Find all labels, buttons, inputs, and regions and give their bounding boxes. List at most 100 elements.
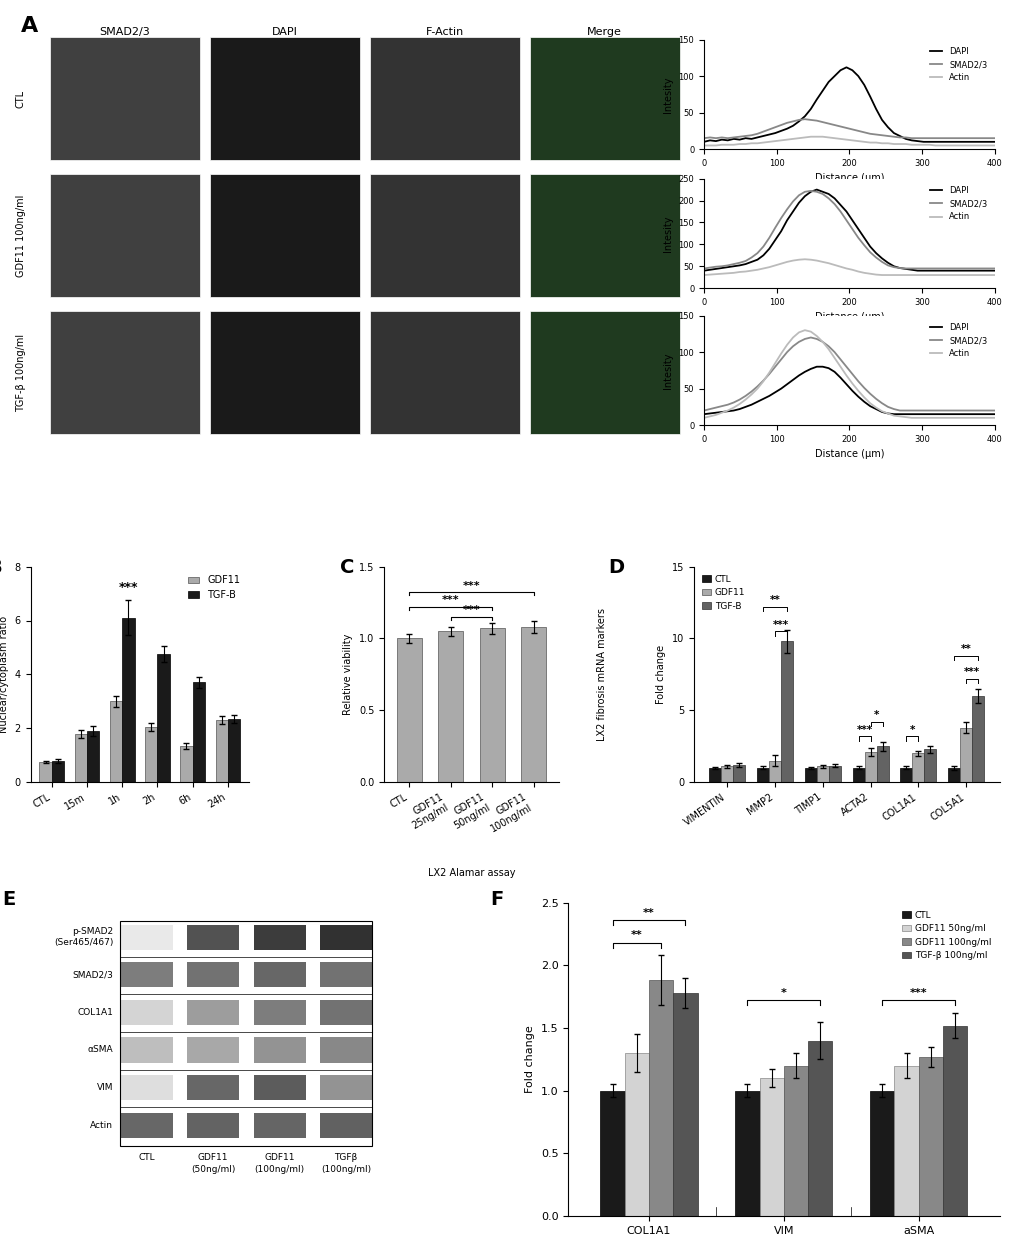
- Text: ***: ***: [463, 606, 480, 616]
- Bar: [120, 1037, 172, 1062]
- Bar: [900, 768, 912, 782]
- Text: Merge: Merge: [587, 27, 622, 37]
- Bar: [320, 1075, 372, 1101]
- Text: **: **: [643, 907, 654, 917]
- Y-axis label: Intesity: Intesity: [662, 215, 673, 252]
- Bar: [869, 1091, 894, 1216]
- Bar: [918, 1057, 942, 1216]
- Bar: [971, 696, 983, 782]
- Text: B: B: [0, 558, 2, 577]
- Bar: [828, 766, 840, 782]
- Bar: [120, 1113, 172, 1138]
- Legend: GDF11, TGF-B: GDF11, TGF-B: [183, 571, 244, 604]
- Legend: DAPI, SMAD2/3, Actin: DAPI, SMAD2/3, Actin: [925, 320, 989, 361]
- Bar: [186, 925, 238, 949]
- Bar: [529, 175, 680, 297]
- Bar: [120, 1075, 172, 1101]
- Bar: [804, 768, 816, 782]
- Text: Actin: Actin: [91, 1121, 113, 1129]
- Text: **: **: [769, 596, 780, 606]
- Text: F: F: [490, 890, 503, 910]
- Bar: [120, 925, 172, 949]
- Bar: [720, 767, 733, 782]
- Bar: [320, 925, 372, 949]
- Bar: [210, 175, 360, 297]
- Bar: [215, 720, 227, 782]
- Bar: [145, 727, 157, 782]
- Legend: CTL, GDF11 50ng/ml, GDF11 100ng/ml, TGF-β 100ng/ml: CTL, GDF11 50ng/ml, GDF11 100ng/ml, TGF-…: [898, 907, 995, 964]
- Bar: [852, 768, 864, 782]
- Bar: [50, 37, 200, 160]
- Bar: [186, 962, 238, 988]
- Bar: [254, 1113, 306, 1138]
- Bar: [120, 962, 172, 988]
- Bar: [912, 753, 923, 782]
- Text: F-Actin: F-Actin: [425, 27, 464, 37]
- Bar: [87, 731, 99, 782]
- Text: C: C: [340, 558, 355, 577]
- Text: **: **: [960, 644, 970, 654]
- Text: COL1A1: COL1A1: [77, 1008, 113, 1016]
- Bar: [600, 1091, 625, 1216]
- Text: A: A: [20, 16, 38, 36]
- Text: GDF11
(100ng/ml): GDF11 (100ng/ml): [255, 1153, 305, 1174]
- Bar: [369, 175, 520, 297]
- Bar: [50, 311, 200, 433]
- Text: p-SMAD2
(Ser465/467): p-SMAD2 (Ser465/467): [54, 927, 113, 947]
- Bar: [369, 37, 520, 160]
- Bar: [396, 638, 421, 782]
- Bar: [254, 1000, 306, 1025]
- Bar: [210, 311, 360, 433]
- Legend: DAPI, SMAD2/3, Actin: DAPI, SMAD2/3, Actin: [925, 43, 989, 86]
- Bar: [923, 750, 935, 782]
- Text: VIM: VIM: [97, 1083, 113, 1092]
- Text: ***: ***: [856, 725, 872, 735]
- Bar: [807, 1040, 832, 1216]
- Bar: [52, 761, 64, 782]
- Bar: [369, 311, 520, 433]
- Bar: [254, 925, 306, 949]
- Text: ***: ***: [118, 581, 138, 593]
- Text: CTL: CTL: [15, 89, 25, 108]
- Text: GDF11
(50ng/ml): GDF11 (50ng/ml): [191, 1153, 235, 1174]
- Bar: [254, 1037, 306, 1062]
- Bar: [110, 701, 122, 782]
- Bar: [894, 1066, 918, 1216]
- Bar: [320, 962, 372, 988]
- Text: ***: ***: [909, 988, 926, 998]
- Text: *: *: [873, 710, 878, 720]
- Bar: [186, 1075, 238, 1101]
- Bar: [186, 1113, 238, 1138]
- Text: TGF-β 100ng/ml: TGF-β 100ng/ml: [15, 334, 25, 412]
- Bar: [959, 727, 971, 782]
- Bar: [210, 37, 360, 160]
- Bar: [50, 175, 200, 297]
- Bar: [529, 37, 680, 160]
- Text: SMAD2/3: SMAD2/3: [72, 970, 113, 979]
- Bar: [735, 1091, 759, 1216]
- Bar: [648, 980, 673, 1216]
- X-axis label: Distance (μm): Distance (μm): [814, 449, 883, 459]
- Bar: [708, 768, 720, 782]
- Legend: DAPI, SMAD2/3, Actin: DAPI, SMAD2/3, Actin: [925, 182, 989, 225]
- Bar: [948, 768, 959, 782]
- Bar: [864, 752, 875, 782]
- Bar: [40, 762, 52, 782]
- Bar: [120, 1000, 172, 1025]
- Bar: [120, 921, 372, 1147]
- Bar: [180, 746, 193, 782]
- X-axis label: Distance (μm): Distance (μm): [814, 174, 883, 184]
- Text: TGFβ
(100ng/ml): TGFβ (100ng/ml): [321, 1153, 371, 1174]
- Bar: [759, 1078, 783, 1216]
- Bar: [254, 962, 306, 988]
- Text: DAPI: DAPI: [272, 27, 298, 37]
- Y-axis label: Nuclear/cytoplasm ratio: Nuclear/cytoplasm ratio: [0, 616, 9, 733]
- Bar: [186, 1037, 238, 1062]
- Text: ***: ***: [463, 581, 480, 591]
- Bar: [320, 1113, 372, 1138]
- Text: ***: ***: [441, 596, 459, 606]
- Bar: [625, 1054, 648, 1216]
- Y-axis label: Intesity: Intesity: [662, 76, 673, 113]
- Text: CTL: CTL: [139, 1153, 155, 1163]
- Bar: [529, 311, 680, 433]
